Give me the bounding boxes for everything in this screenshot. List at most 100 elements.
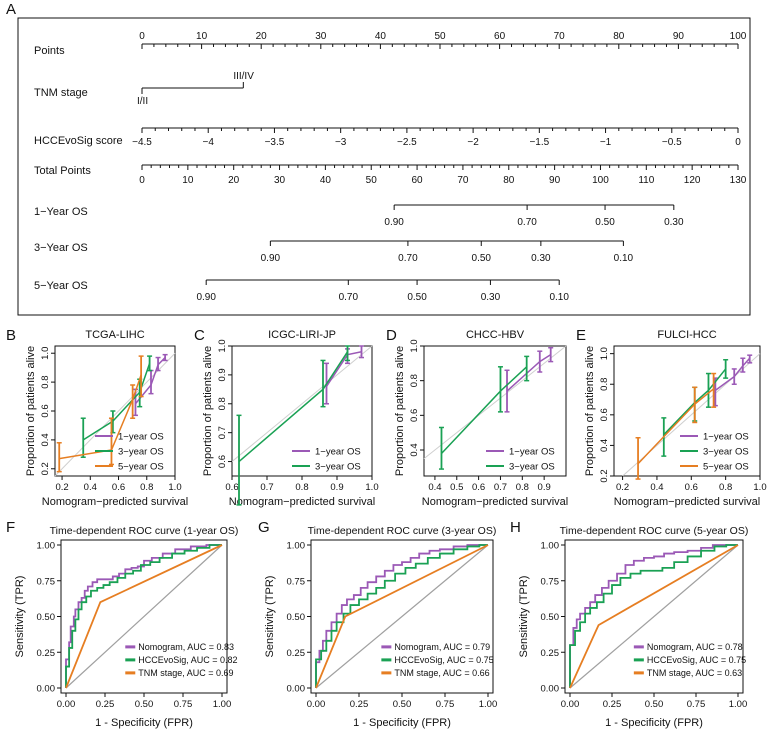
y-axis-label: Proportion of patients alive: [25, 346, 37, 476]
os-scale-tick-label: 0.10: [549, 292, 569, 303]
roc-curve: [65, 544, 222, 688]
y-axis-label: Sensitivity (TPR): [518, 576, 530, 658]
legend-label: 5−year OS: [703, 462, 749, 473]
y-tick-label: 0.4: [40, 433, 51, 446]
total-points-tick-label: 70: [457, 175, 469, 186]
score-tick-label: −2: [467, 137, 479, 148]
calibration-series-line: [59, 374, 142, 460]
score-tick-label: 0: [735, 137, 741, 148]
panel-letter: F: [6, 519, 15, 536]
points-tick-label: 10: [196, 31, 208, 42]
tnm-level-label: I/II: [137, 96, 148, 107]
os-scale-tick-label: 0.90: [384, 217, 404, 228]
roc-curve: [569, 544, 739, 689]
legend-label: 5−year OS: [118, 462, 164, 473]
calibration-series-line: [82, 363, 151, 441]
y-tick-label: 0.6: [217, 455, 228, 468]
total-points-tick-label: 130: [730, 175, 747, 186]
y-tick-label: 0.9: [217, 368, 228, 381]
y-tick-label: 1.00: [287, 541, 306, 552]
score-tick-label: −4.5: [132, 137, 152, 148]
roc-curve: [569, 544, 738, 688]
os-scale-tick-label: 0.90: [261, 253, 281, 264]
points-tick-label: 50: [434, 31, 446, 42]
legend-label: TNM stage, AUC = 0.63: [647, 668, 742, 678]
x-tick-label: 1.0: [168, 482, 181, 493]
total-points-tick-label: 60: [412, 175, 424, 186]
calibration-series-line: [134, 357, 166, 405]
x-tick-label: 0.6: [472, 482, 485, 493]
x-axis-label: Nomogram−predicted survival: [229, 496, 375, 508]
total-points-tick-label: 90: [549, 175, 561, 186]
y-axis-label: Sensitivity (TPR): [14, 576, 26, 658]
x-axis-label: Nomogram−predicted survival: [42, 496, 188, 508]
nomogram-row-label: 3−Year OS: [34, 242, 88, 254]
legend-label: 3−year OS: [118, 447, 164, 458]
total-points-tick-label: 0: [139, 175, 145, 186]
roc-curve: [65, 544, 222, 688]
legend-label: 1−year OS: [118, 432, 164, 443]
y-tick-label: 0.75: [37, 576, 56, 587]
y-tick-label: 0.75: [541, 576, 560, 587]
nomogram-row-label: Points: [34, 45, 65, 57]
nomogram-row-label: 1−Year OS: [34, 206, 88, 218]
roc-chance-line: [315, 544, 489, 689]
x-tick-label: 0.7: [494, 482, 507, 493]
x-axis-label: 1 - Specificity (FPR): [353, 717, 451, 729]
x-tick-label: 0.00: [57, 699, 76, 710]
y-tick-label: 0.50: [287, 612, 306, 623]
panel-letter: A: [6, 1, 16, 18]
points-tick-label: 100: [730, 31, 747, 42]
ideal-diagonal-line: [54, 352, 176, 477]
x-tick-label: 0.6: [225, 482, 238, 493]
os-scale-tick-label: 0.30: [531, 253, 551, 264]
x-tick-label: 0.50: [393, 699, 412, 710]
panel-letter: E: [576, 327, 586, 344]
x-tick-label: 0.6: [112, 482, 125, 493]
calibration-plot-frame: [423, 345, 567, 477]
os-scale-tick-label: 0.70: [339, 292, 359, 303]
x-tick-label: 0.4: [428, 482, 441, 493]
y-tick-label: 0.2: [599, 469, 610, 482]
legend-label: HCCEvoSig, AUC = 0.82: [138, 655, 237, 665]
y-axis-label: Proportion of patients alive: [394, 346, 406, 476]
total-points-tick-label: 30: [274, 175, 286, 186]
y-tick-label: 1.0: [40, 347, 51, 360]
x-tick-label: 0.75: [174, 699, 193, 710]
y-tick-label: 1.0: [599, 347, 610, 360]
x-tick-label: 0.9: [538, 482, 551, 493]
panel-letter: G: [258, 519, 270, 536]
y-tick-label: 0.25: [287, 648, 306, 659]
x-tick-label: 0.25: [350, 699, 369, 710]
roc-title: Time-dependent ROC curve (5-year OS): [560, 525, 749, 537]
x-tick-label: 0.6: [685, 482, 698, 493]
y-tick-label: 0.00: [541, 684, 560, 695]
nomogram-row-label: Total Points: [34, 165, 91, 177]
x-tick-label: 1.00: [729, 699, 748, 710]
nomogram-frame: [17, 17, 751, 316]
legend-label: HCCEvoSig, AUC = 0.75: [647, 655, 746, 665]
x-tick-label: 1.00: [479, 699, 498, 710]
y-tick-label: 0.50: [37, 612, 56, 623]
x-axis-label: Nomogram−predicted survival: [422, 496, 568, 508]
y-tick-label: 1.00: [541, 541, 560, 552]
panel-letter: D: [386, 327, 397, 344]
y-tick-label: 0.25: [37, 648, 56, 659]
x-tick-label: 0.25: [603, 699, 622, 710]
legend-swatch: [381, 671, 392, 675]
roc-curve: [569, 544, 738, 688]
legend-label: HCCEvoSig, AUC = 0.75: [394, 655, 493, 665]
legend-swatch: [381, 645, 392, 649]
x-axis-label: 1 - Specificity (FPR): [605, 717, 703, 729]
y-tick-label: 0.4: [409, 443, 420, 456]
y-tick-label: 0.8: [40, 376, 51, 389]
y-tick-label: 0.00: [37, 684, 56, 695]
y-tick-label: 0.8: [217, 397, 228, 410]
x-tick-label: 0.8: [140, 482, 153, 493]
x-tick-label: 0.8: [295, 482, 308, 493]
calibration-series-line: [663, 368, 727, 436]
score-tick-label: −4: [203, 137, 215, 148]
x-tick-label: 0.9: [330, 482, 343, 493]
x-tick-label: 0.4: [650, 482, 663, 493]
total-points-tick-label: 120: [684, 175, 701, 186]
